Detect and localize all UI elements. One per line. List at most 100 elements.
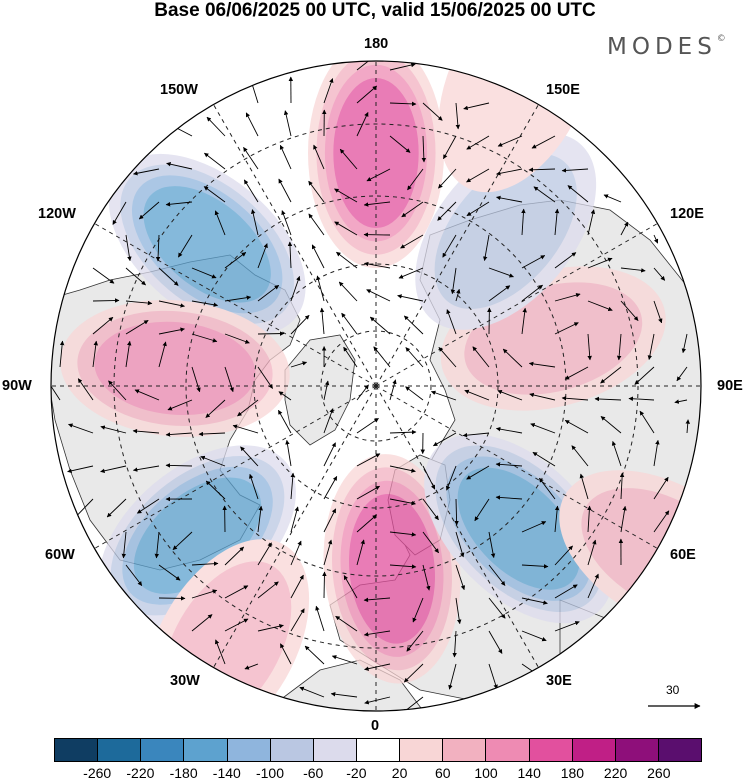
colorbar-tick-label: -260 <box>83 765 112 781</box>
wind-vector <box>214 210 226 236</box>
wind-vector <box>442 234 457 258</box>
wind-vector <box>389 498 416 506</box>
wind-vector <box>287 241 293 269</box>
wind-vector <box>165 463 193 468</box>
wind-vector <box>343 346 358 368</box>
wind-vector <box>594 396 622 402</box>
wind-vector <box>443 135 457 160</box>
wind-vector <box>554 293 581 302</box>
wind-vector <box>237 399 259 417</box>
wind-vector <box>587 539 597 566</box>
wind-vector <box>495 495 523 500</box>
wind-vector <box>323 442 336 467</box>
wind-vector <box>290 540 302 566</box>
colorbar-tick-label: -60 <box>303 765 324 781</box>
wind-vector <box>336 251 358 269</box>
wind-vector <box>495 426 523 434</box>
wind-vector <box>466 135 490 150</box>
wind-vector <box>422 465 436 490</box>
colorbar-tick-label: 180 <box>560 765 585 781</box>
wind-vector <box>430 390 457 401</box>
wind-vector <box>132 428 160 434</box>
wind-vector <box>405 347 424 368</box>
wind-vector <box>335 615 358 632</box>
wind-vector <box>619 472 625 500</box>
wind-vector <box>389 531 417 537</box>
wind-vector <box>389 465 416 473</box>
wind-vector <box>356 539 365 566</box>
wind-vector <box>92 298 120 303</box>
lon-label-120w: 120W <box>38 206 76 222</box>
wind-vector <box>323 539 333 566</box>
wind-vector <box>290 472 296 500</box>
wind-vector <box>356 85 378 104</box>
colorbar-swatch <box>184 739 228 761</box>
wind-vector <box>224 366 234 393</box>
wind-vector <box>132 465 160 472</box>
wind-vector <box>611 440 622 467</box>
wind-vector <box>653 510 670 533</box>
wind-vector <box>676 366 688 382</box>
colorbar-tick-label: -20 <box>346 765 367 781</box>
wind-vector <box>433 432 457 447</box>
wind-vector <box>290 314 310 335</box>
wind-vector <box>600 366 622 384</box>
wind-vector <box>653 476 669 500</box>
wind-vector <box>403 663 424 683</box>
lon-label-60w: 60W <box>45 547 75 563</box>
wind-vector <box>338 281 358 302</box>
wind-vector <box>167 399 193 411</box>
wind-vector <box>530 423 556 434</box>
anomaly-contour <box>457 467 580 590</box>
wind-vector <box>204 152 226 170</box>
wind-vector <box>290 361 308 368</box>
wind-vector <box>521 521 547 533</box>
wind-vector <box>249 473 259 500</box>
wind-vector <box>448 663 457 690</box>
wind-vector <box>571 445 589 467</box>
lon-label-150e: 150E <box>546 82 580 98</box>
colorbar-swatch <box>55 739 99 761</box>
colorbar <box>54 738 702 762</box>
wind-vector <box>389 62 416 71</box>
wind-vector <box>620 505 627 533</box>
wind-vector <box>356 61 378 71</box>
colorbar-swatch <box>443 739 487 761</box>
wind-vector <box>389 101 417 107</box>
wind-vector <box>224 585 249 599</box>
wind-vector <box>438 347 457 368</box>
wind-vector <box>191 366 201 393</box>
wind-vector <box>495 462 523 467</box>
wind-vector <box>322 571 327 599</box>
wind-vector <box>455 531 465 558</box>
wind-vector <box>356 485 380 500</box>
wind-vector <box>125 340 132 368</box>
wind-vector <box>564 420 589 434</box>
logo-text: MODES <box>607 34 717 60</box>
wind-vector <box>554 621 580 632</box>
wind-vector <box>529 392 556 401</box>
wind-vector <box>466 465 490 480</box>
wind-vector <box>319 307 325 335</box>
lon-label-90w: 90W <box>2 378 32 394</box>
wind-vector <box>316 275 325 302</box>
wind-vector <box>257 243 268 269</box>
anomaly-contour <box>143 186 271 303</box>
lon-label-120e: 120E <box>670 206 704 222</box>
wind-vector <box>488 630 503 654</box>
wind-vector <box>100 425 127 434</box>
colorbar-tick-label: 60 <box>435 765 451 781</box>
wind-vector <box>200 455 226 467</box>
wind-vector <box>203 186 226 203</box>
wind-vector <box>158 327 185 335</box>
wind-vector <box>422 102 443 121</box>
wind-vector <box>587 333 592 361</box>
wind-vector <box>125 300 153 306</box>
wind-vector <box>92 340 99 368</box>
wind-vector <box>401 201 424 218</box>
wind-vector <box>639 410 655 434</box>
wind-vector <box>290 574 304 599</box>
wind-vector <box>257 505 263 533</box>
wind-vector <box>389 379 397 401</box>
wind-vector <box>155 234 161 262</box>
